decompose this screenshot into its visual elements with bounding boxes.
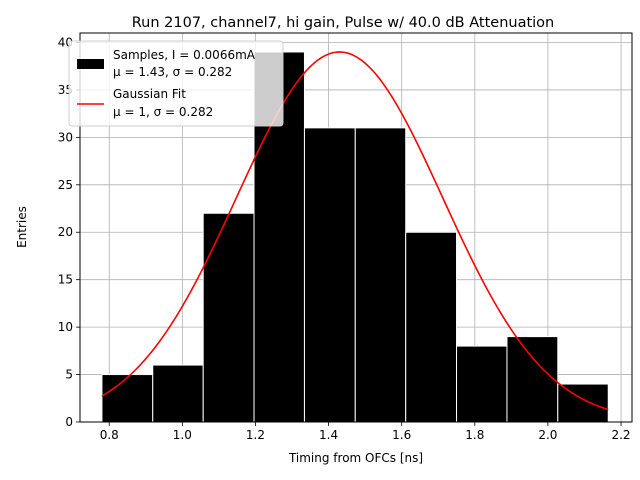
y-tick-label: 5 bbox=[65, 368, 73, 382]
y-tick-label: 15 bbox=[58, 273, 73, 287]
histogram-bar bbox=[405, 231, 458, 423]
histogram-bar bbox=[506, 336, 559, 423]
gaussian-fit-curve bbox=[101, 51, 609, 411]
legend-box bbox=[68, 40, 284, 127]
histogram-bar bbox=[303, 127, 356, 423]
legend: Samples, I = 0.0066mA μ = 1.43, σ = 0.28… bbox=[68, 40, 284, 127]
x-tick-label: 2.0 bbox=[538, 428, 557, 442]
histogram-bar bbox=[456, 345, 508, 423]
histogram-bar bbox=[557, 383, 609, 423]
histogram-bar bbox=[354, 127, 407, 423]
x-axis-label: Timing from OFCs [ns] bbox=[288, 451, 423, 465]
legend-fit-label: Gaussian Fit bbox=[113, 87, 186, 101]
y-tick-label: 20 bbox=[58, 225, 73, 239]
x-tick-label: 1.6 bbox=[392, 428, 411, 442]
legend-fit-stats: μ = 1, σ = 0.282 bbox=[113, 105, 213, 119]
x-tick-label: 1.2 bbox=[246, 428, 265, 442]
x-tick-label: 1.8 bbox=[465, 428, 484, 442]
legend-samples-stats: μ = 1.43, σ = 0.282 bbox=[113, 65, 232, 79]
y-tick-label: 25 bbox=[58, 178, 73, 192]
y-tick-label: 30 bbox=[58, 130, 73, 144]
histogram-bar bbox=[152, 364, 204, 423]
x-axis-ticks: 0.8 1.0 1.2 1.4 1.6 1.8 2.0 2.2 bbox=[100, 422, 631, 442]
histogram-bar bbox=[101, 374, 154, 423]
y-axis-label: Entries bbox=[15, 206, 29, 248]
histogram-bar bbox=[202, 212, 255, 423]
x-tick-label: 0.8 bbox=[100, 428, 119, 442]
legend-samples-swatch bbox=[77, 59, 104, 69]
chart-title: Run 2107, channel7, hi gain, Pulse w/ 40… bbox=[132, 15, 555, 31]
y-tick-label: 10 bbox=[58, 320, 73, 334]
x-tick-label: 2.2 bbox=[611, 428, 630, 442]
legend-samples-label: Samples, I = 0.0066mA bbox=[113, 48, 256, 62]
x-tick-label: 1.4 bbox=[319, 428, 338, 442]
plot-frame bbox=[79, 32, 633, 423]
x-tick-label: 1.0 bbox=[173, 428, 192, 442]
y-tick-label: 0 bbox=[65, 415, 73, 429]
